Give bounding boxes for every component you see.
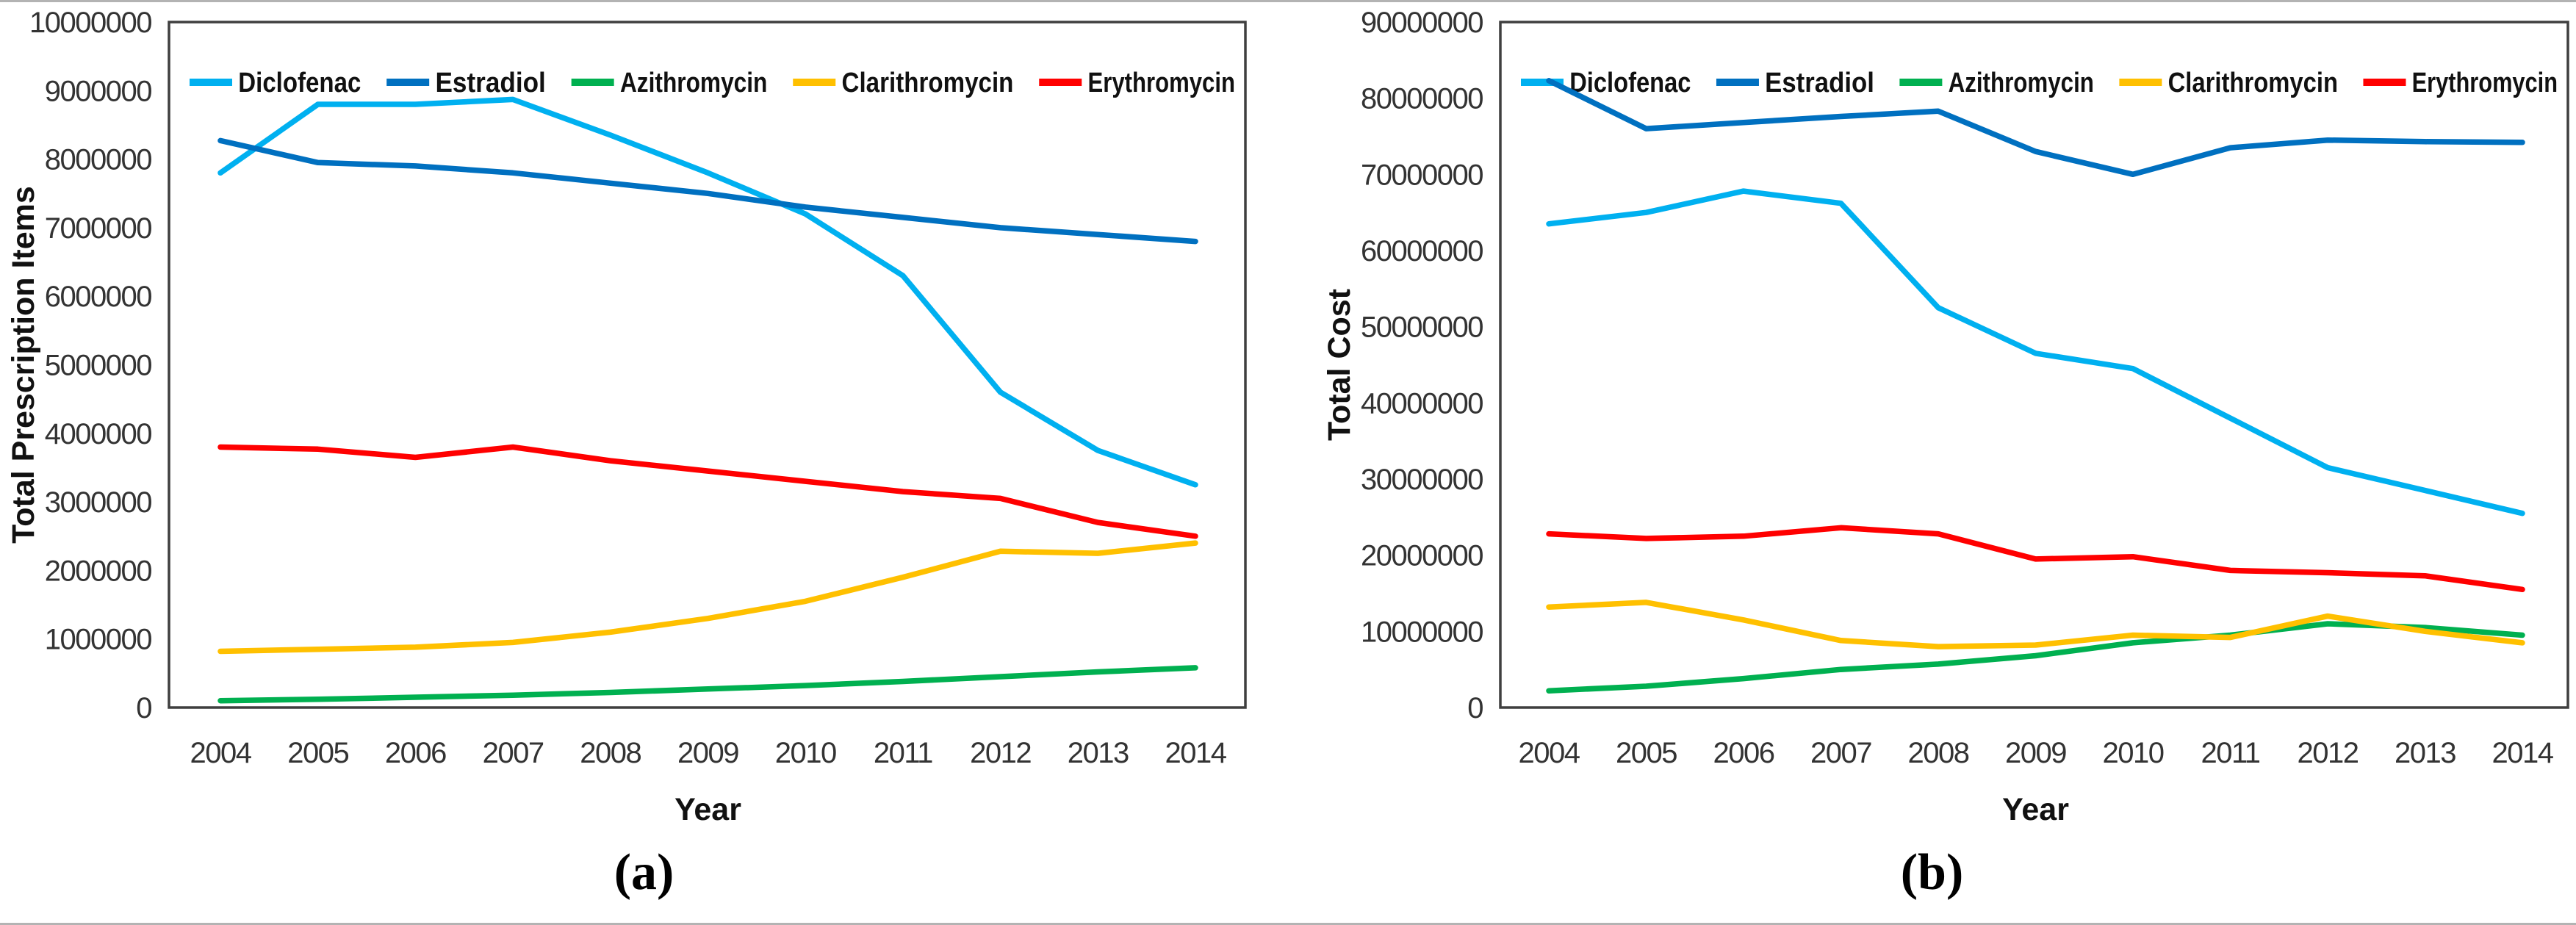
line-chart-a: 0 1000000 2000000 3000000 4000000 5000000 6000… xyxy=(6,7,1247,827)
y-tick-label: 70000000 xyxy=(1361,159,1483,191)
x-tick-label: 2012 xyxy=(970,737,1031,769)
y-tick-label: 60000000 xyxy=(1361,235,1483,267)
series-line-estradiol xyxy=(217,137,1198,245)
legend-label-estradiol: Estradiol xyxy=(1765,68,1874,98)
x-tick-label: 2007 xyxy=(1810,737,1871,769)
y-tick-label: 6000000 xyxy=(45,281,151,313)
legend-label-azithromycin: Azithromycin xyxy=(620,68,767,98)
y-tick-label: 3000000 xyxy=(45,486,151,519)
series-line-clarithromycin xyxy=(217,540,1198,655)
legend-item: Diclofenac xyxy=(1521,68,1691,98)
x-tick-label: 2006 xyxy=(385,737,446,769)
plot-border xyxy=(168,21,1247,709)
chart-panel-b: 0 10000000 20000000 30000000 40000000 5000000… xyxy=(1288,0,2576,925)
x-axis-title: Year xyxy=(2002,792,2069,827)
legend-item: Azithromycin xyxy=(1899,68,2094,98)
series-line-clarithromycin xyxy=(1546,600,2525,649)
x-tick-label: 2012 xyxy=(2298,737,2359,769)
legend-item: Azithromycin xyxy=(571,68,767,98)
legend-label-azithromycin: Azithromycin xyxy=(1949,68,2094,98)
figure-bottom-rule xyxy=(0,923,2576,925)
y-tick-label: 40000000 xyxy=(1361,387,1483,420)
legend-label-clarithromycin: Clarithromycin xyxy=(2168,68,2338,98)
legend-item: Clarithromycin xyxy=(793,68,1013,98)
legend-label-diclofenac: Diclofenac xyxy=(1569,68,1691,98)
x-tick-label: 2008 xyxy=(580,737,641,769)
y-tick-label: 10000000 xyxy=(1361,616,1483,648)
x-tick-label: 2014 xyxy=(2492,737,2554,769)
y-axis-title: Total Cost xyxy=(1322,289,1357,441)
legend-label-erythromycin: Erythromycin xyxy=(2412,68,2558,98)
y-tick-label: 1000000 xyxy=(45,624,151,656)
y-tick-label: 50000000 xyxy=(1361,312,1483,344)
x-tick-label: 2011 xyxy=(874,737,932,769)
figure-top-rule xyxy=(0,0,2576,2)
x-tick-label: 2007 xyxy=(483,737,544,769)
y-tick-label: 20000000 xyxy=(1361,540,1483,572)
series-line-azithromycin xyxy=(1546,621,2525,694)
y-tick-label: 90000000 xyxy=(1361,7,1483,39)
legend-label-estradiol: Estradiol xyxy=(435,68,545,98)
series-line-azithromycin xyxy=(217,665,1198,704)
chart-panel-a: 0 1000000 2000000 3000000 4000000 5000000 6000… xyxy=(6,7,1247,901)
legend-label-clarithromycin: Clarithromycin xyxy=(842,68,1014,98)
series-line-erythromycin xyxy=(1546,525,2525,593)
x-tick-label: 2009 xyxy=(2005,737,2066,769)
x-tick-label: 2005 xyxy=(1616,737,1677,769)
legend-item: Estradiol xyxy=(386,68,546,98)
y-tick-label: 30000000 xyxy=(1361,464,1483,496)
y-tick-label: 80000000 xyxy=(1361,83,1483,115)
line-chart-b: 0 10000000 20000000 30000000 40000000 5000000… xyxy=(1322,7,2569,827)
legend-item: Clarithromycin xyxy=(2119,68,2338,98)
y-tick-label: 2000000 xyxy=(45,555,151,587)
y-tick-label: 5000000 xyxy=(45,350,151,382)
x-tick-label: 2013 xyxy=(1068,737,1129,769)
series-line-estradiol xyxy=(1546,78,2525,178)
y-tick-label: 0 xyxy=(136,692,151,724)
legend-item: Erythromycin xyxy=(2363,68,2558,98)
x-tick-label: 2006 xyxy=(1713,737,1774,769)
x-tick-label: 2009 xyxy=(677,737,738,769)
series-line-erythromycin xyxy=(217,444,1198,539)
series-line-diclofenac xyxy=(1546,188,2525,517)
caption-b: (b) xyxy=(1900,844,1964,901)
legend-label-erythromycin: Erythromycin xyxy=(1088,68,1235,98)
x-tick-label: 2010 xyxy=(775,737,836,769)
series-line-diclofenac xyxy=(217,96,1198,488)
legend-item: Erythromycin xyxy=(1039,68,1235,98)
x-tick-label: 2004 xyxy=(190,737,252,769)
y-tick-label: 4000000 xyxy=(45,418,151,450)
x-tick-label: 2013 xyxy=(2395,737,2456,769)
x-tick-label: 2004 xyxy=(1519,737,1580,769)
y-tick-label: 0 xyxy=(1467,692,1483,724)
y-axis-title: Total Prescription Items xyxy=(6,186,41,544)
legend-label-diclofenac: Diclofenac xyxy=(238,68,361,98)
x-tick-label: 2010 xyxy=(2103,737,2164,769)
legend-item: Diclofenac xyxy=(190,68,361,98)
x-tick-label: 2011 xyxy=(2201,737,2259,769)
y-tick-label: 8000000 xyxy=(45,144,151,176)
x-axis-title: Year xyxy=(674,792,741,827)
y-tick-label: 9000000 xyxy=(45,75,151,107)
y-tick-label: 7000000 xyxy=(45,212,151,245)
x-tick-label: 2005 xyxy=(287,737,348,769)
plot-border xyxy=(1499,21,2569,709)
x-tick-label: 2014 xyxy=(1165,737,1227,769)
x-tick-label: 2008 xyxy=(1908,737,1969,769)
caption-a: (a) xyxy=(614,844,674,901)
y-tick-label: 10000000 xyxy=(29,7,151,39)
legend-item: Estradiol xyxy=(1716,68,1874,98)
